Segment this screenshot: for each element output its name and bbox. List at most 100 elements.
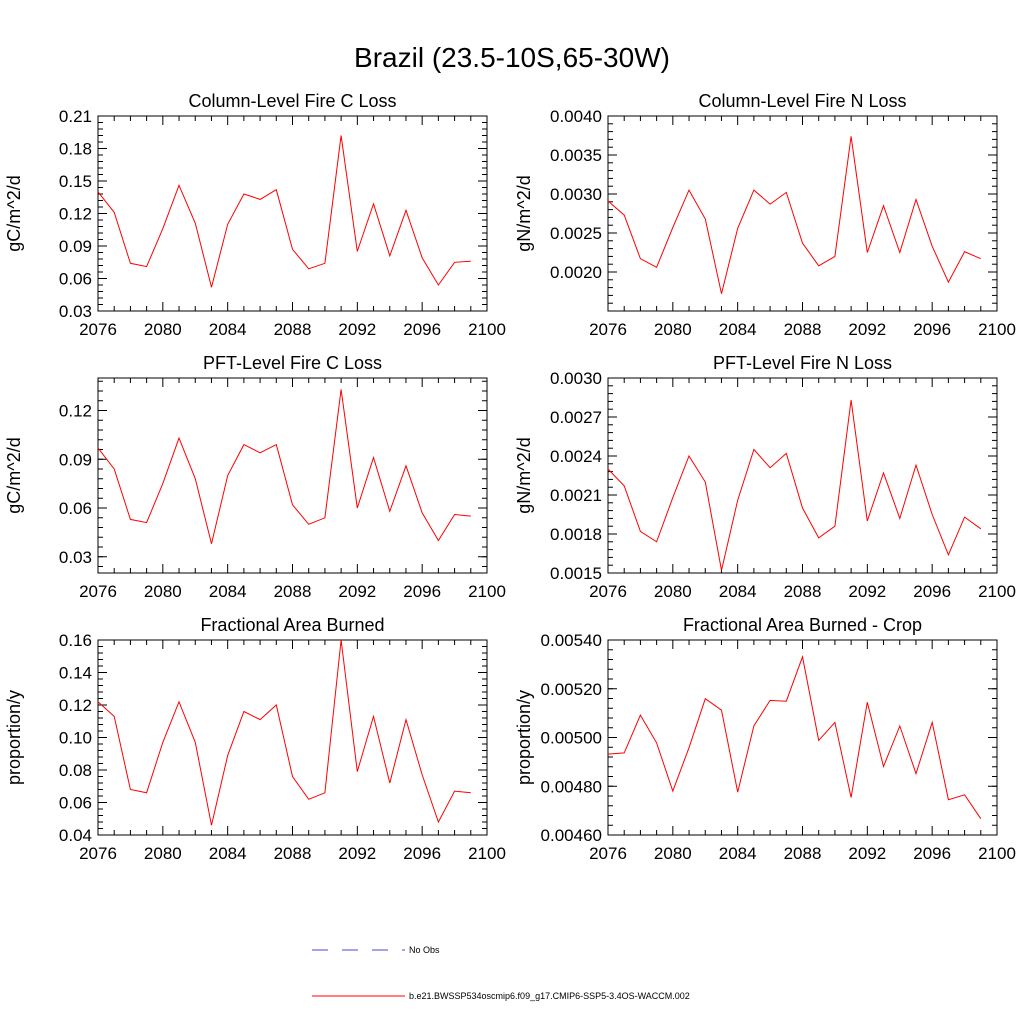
x-tick-label: 2100 <box>468 582 506 601</box>
x-tick-label: 2092 <box>338 582 376 601</box>
series-line <box>97 639 471 826</box>
y-tick-label: 0.0030 <box>550 185 602 204</box>
y-tick-label: 0.00500 <box>541 729 602 748</box>
x-tick-label: 2100 <box>978 320 1016 339</box>
x-tick-label: 2076 <box>79 844 117 863</box>
x-tick-label: 2096 <box>913 320 951 339</box>
chart-title: Column-Level Fire N Loss <box>698 91 906 111</box>
y-axis-label: gN/m^2/d <box>514 175 534 251</box>
x-tick-label: 2088 <box>274 320 312 339</box>
y-tick-label: 0.03 <box>59 302 92 321</box>
y-tick-label: 0.0035 <box>550 146 602 165</box>
chart-panel-2: Column-Level Fire N Loss gN/m^2/d 2076 2080… <box>514 91 1016 339</box>
x-tick-label: 2080 <box>144 844 182 863</box>
y-tick-label: 0.18 <box>59 140 92 159</box>
y-tick-label: 0.00460 <box>541 826 602 845</box>
x-tick-label: 2076 <box>589 320 627 339</box>
y-tick-label: 0.00520 <box>541 680 602 699</box>
x-tick-label: 2076 <box>79 582 117 601</box>
x-tick-label: 2076 <box>79 320 117 339</box>
y-tick-label: 0.0015 <box>550 564 602 583</box>
x-tick-label: 2084 <box>209 844 247 863</box>
y-tick-label: 0.10 <box>59 729 92 748</box>
x-tick-label: 2084 <box>719 582 757 601</box>
x-tick-label: 2076 <box>589 844 627 863</box>
x-tick-label: 2096 <box>403 320 441 339</box>
series-line <box>607 136 981 294</box>
x-tick-label: 2100 <box>978 582 1016 601</box>
y-tick-label: 0.06 <box>59 794 92 813</box>
x-tick-label: 2080 <box>144 320 182 339</box>
chart-panel-5: Fractional Area Burned proportion/y 2076 20… <box>4 615 506 863</box>
series-line <box>97 389 471 544</box>
x-tick-label: 2084 <box>719 320 757 339</box>
chart-panel-1: Column-Level Fire C Loss gC/m^2/d 2076 2080… <box>4 91 506 339</box>
x-tick-label: 2100 <box>468 844 506 863</box>
x-tick-label: 2096 <box>913 844 951 863</box>
y-axis-label: proportion/y <box>4 690 24 785</box>
x-tick-label: 2092 <box>338 320 376 339</box>
y-tick-label: 0.0027 <box>550 408 602 427</box>
x-tick-label: 2092 <box>848 582 886 601</box>
x-tick-label: 2092 <box>848 320 886 339</box>
y-tick-label: 0.12 <box>59 696 92 715</box>
x-tick-label: 2096 <box>913 582 951 601</box>
x-tick-label: 2092 <box>338 844 376 863</box>
y-axis-label: proportion/y <box>514 690 534 785</box>
legend: No Obs b.e21.BWSSP534oscmip6.f09_g17.CMI… <box>312 945 690 1001</box>
x-tick-label: 2092 <box>848 844 886 863</box>
y-tick-label: 0.04 <box>59 826 92 845</box>
y-tick-label: 0.03 <box>59 548 92 567</box>
x-tick-label: 2096 <box>403 844 441 863</box>
chart-panel-6: Fractional Area Burned - Crop proportion/… <box>514 615 1016 863</box>
y-axis-label: gN/m^2/d <box>514 437 534 513</box>
x-tick-label: 2084 <box>209 582 247 601</box>
y-tick-label: 0.0020 <box>550 263 602 282</box>
y-tick-label: 0.00540 <box>541 631 602 650</box>
x-tick-label: 2088 <box>784 844 822 863</box>
x-tick-label: 2084 <box>719 844 757 863</box>
chart-title: PFT-Level Fire N Loss <box>713 353 892 373</box>
y-tick-label: 0.08 <box>59 761 92 780</box>
legend-model-label: b.e21.BWSSP534oscmip6.f09_g17.CMIP6-SSP5… <box>409 991 690 1001</box>
y-tick-label: 0.12 <box>59 402 92 421</box>
x-tick-label: 2088 <box>274 582 312 601</box>
legend-obs-label: No Obs <box>409 945 440 955</box>
x-tick-label: 2080 <box>654 320 692 339</box>
series-line <box>607 400 982 571</box>
y-tick-label: 0.15 <box>59 172 92 191</box>
x-tick-label: 2088 <box>274 844 312 863</box>
y-axis-label: gC/m^2/d <box>4 437 24 513</box>
x-tick-label: 2080 <box>144 582 182 601</box>
y-tick-label: 0.06 <box>59 499 92 518</box>
x-tick-label: 2076 <box>589 582 627 601</box>
x-tick-label: 2100 <box>978 844 1016 863</box>
y-tick-label: 0.0025 <box>550 224 602 243</box>
chart-panel-3: PFT-Level Fire C Loss gC/m^2/d 2076 2080 208… <box>4 353 506 601</box>
x-tick-label: 2100 <box>468 320 506 339</box>
y-tick-label: 0.16 <box>59 631 92 650</box>
y-tick-label: 0.12 <box>59 205 92 224</box>
x-tick-label: 2080 <box>654 844 692 863</box>
y-tick-label: 0.09 <box>59 450 92 469</box>
chart-title: Fractional Area Burned - Crop <box>683 615 922 635</box>
y-tick-label: 0.00480 <box>541 777 602 796</box>
y-tick-label: 0.0024 <box>550 447 602 466</box>
y-tick-label: 0.14 <box>59 664 92 683</box>
series-line <box>607 654 982 819</box>
chart-title: Fractional Area Burned <box>200 615 384 635</box>
chart-title: PFT-Level Fire C Loss <box>203 353 382 373</box>
chart-title: Column-Level Fire C Loss <box>188 91 396 111</box>
y-tick-label: 0.09 <box>59 237 92 256</box>
chart-panel-4: PFT-Level Fire N Loss gN/m^2/d 2076 2080 208… <box>514 353 1016 601</box>
panels-group: Column-Level Fire C Loss gC/m^2/d 2076 2080… <box>4 91 1016 863</box>
y-tick-label: 0.0040 <box>550 107 602 126</box>
x-tick-label: 2080 <box>654 582 692 601</box>
x-tick-label: 2088 <box>784 582 822 601</box>
y-tick-label: 0.0021 <box>550 486 602 505</box>
x-tick-label: 2096 <box>403 582 441 601</box>
series-line <box>97 135 471 288</box>
y-axis-label: gC/m^2/d <box>4 175 24 251</box>
figure-title: Brazil (23.5-10S,65-30W) <box>354 42 670 73</box>
y-tick-label: 0.06 <box>59 270 92 289</box>
